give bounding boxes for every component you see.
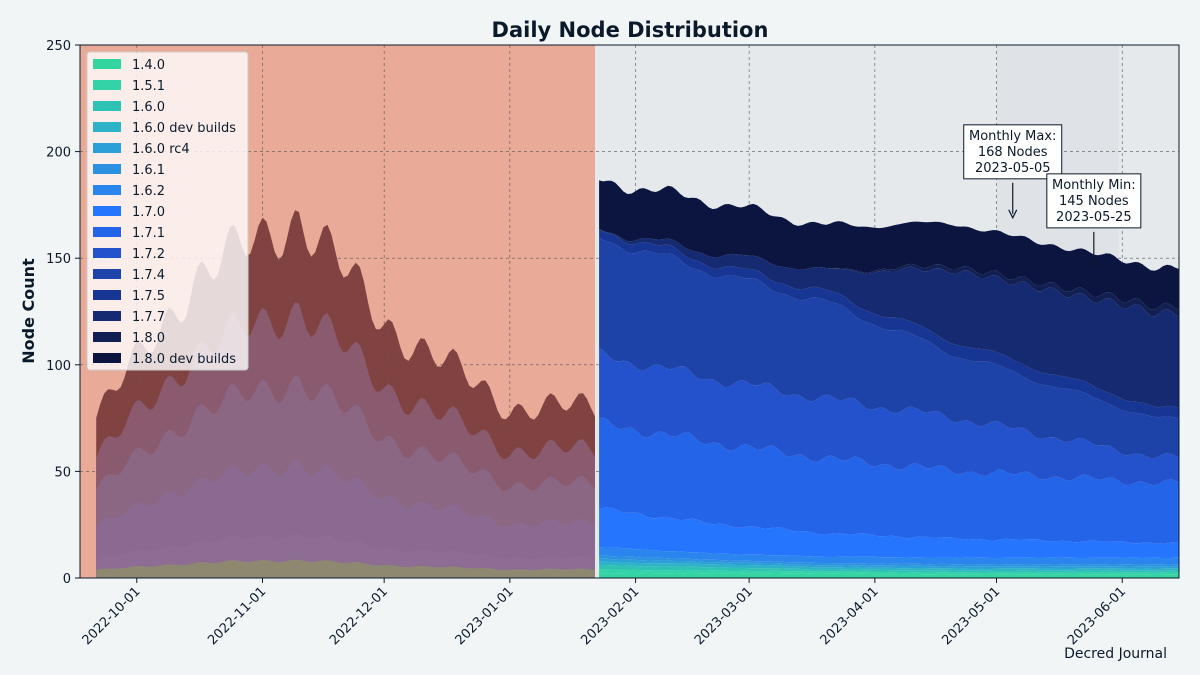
x-tick-label: 2023-02-01 xyxy=(578,584,642,648)
y-tick-label: 100 xyxy=(46,359,71,374)
annotation-arrow-head xyxy=(1089,258,1099,269)
area-series-1-6-2 xyxy=(599,547,1179,565)
x-tick-label: 2023-06-01 xyxy=(1065,584,1129,648)
annotation-arrow-head xyxy=(1008,209,1018,220)
area-series-1-5-1 xyxy=(599,569,1179,575)
x-tick-label: 2023-05-01 xyxy=(939,584,1003,648)
annotation-text: 145 Nodes xyxy=(1059,194,1129,209)
legend-label: 1.6.0 rc4 xyxy=(132,142,190,157)
annotation-text: Monthly Max: xyxy=(969,129,1056,144)
area-series-1-7-0 xyxy=(599,507,1179,558)
legend-label: 1.8.0 dev builds xyxy=(132,352,236,367)
area-series-1-8-0-dev-builds xyxy=(599,180,1179,310)
legend-label: 1.6.0 xyxy=(132,100,165,115)
chart-title: Daily Node Distribution xyxy=(492,18,769,42)
legend-swatch xyxy=(93,101,121,111)
y-tick-label: 50 xyxy=(54,465,71,480)
legend-swatch xyxy=(93,353,121,363)
area-series-1-6-0-dev-builds xyxy=(599,561,1179,571)
y-tick-label: 200 xyxy=(46,146,71,161)
legend-label: 1.8.0 xyxy=(132,331,165,346)
y-tick-label: 250 xyxy=(46,39,71,54)
legend-swatch xyxy=(93,185,121,195)
pre-period-area xyxy=(96,559,595,578)
legend-label: 1.6.1 xyxy=(132,163,165,178)
legend-swatch xyxy=(93,269,121,279)
legend-swatch xyxy=(93,290,121,300)
y-tick-label: 0 xyxy=(63,572,71,587)
area-series-1-4-0 xyxy=(599,573,1179,578)
x-tick-label: 2023-01-01 xyxy=(453,584,517,648)
x-tick-label: 2023-03-01 xyxy=(692,584,756,648)
annotation-text: 2023-05-25 xyxy=(1056,210,1132,225)
legend-swatch xyxy=(93,164,121,174)
annotation-text: Monthly Min: xyxy=(1052,178,1136,193)
legend-swatch xyxy=(93,332,121,342)
legend-label: 1.5.1 xyxy=(132,79,165,94)
area-series-1-7-5 xyxy=(599,229,1179,419)
y-tick-label: 150 xyxy=(46,252,71,267)
legend-label: 1.7.2 xyxy=(132,247,165,262)
annotation-box xyxy=(963,124,1063,180)
area-series-1-7-7 xyxy=(599,229,1179,409)
legend-label: 1.7.1 xyxy=(132,226,165,241)
legend-label: 1.7.7 xyxy=(132,310,165,325)
legend-label: 1.7.0 xyxy=(132,205,165,220)
legend-label: 1.7.5 xyxy=(132,289,165,304)
legend-swatch xyxy=(93,206,121,216)
area-series-1-7-2 xyxy=(599,348,1179,486)
legend-swatch xyxy=(93,248,121,258)
area-series-1-7-4 xyxy=(599,237,1179,459)
legend-swatch xyxy=(93,59,121,69)
x-tick-label: 2022-11-01 xyxy=(205,584,269,648)
legend-swatch xyxy=(93,311,121,321)
annotation-box xyxy=(1046,173,1142,229)
watermark: Decred Journal xyxy=(1064,646,1167,662)
legend-swatch xyxy=(93,80,121,90)
area-series-1-6-1 xyxy=(599,555,1179,567)
area-series-1-7-1 xyxy=(599,417,1179,544)
annotation-text: 2023-05-05 xyxy=(975,161,1051,176)
legend-label: 1.6.0 dev builds xyxy=(132,121,236,136)
legend-swatch xyxy=(93,122,121,132)
area-series-1-6-0 xyxy=(599,564,1179,573)
legend-label: 1.6.2 xyxy=(132,184,165,199)
area-series-1-6-0-rc4 xyxy=(599,558,1179,569)
y-axis-label: Node Count xyxy=(19,258,38,364)
x-tick-label: 2023-04-01 xyxy=(818,584,882,648)
plot-frame xyxy=(79,44,1180,579)
legend-swatch xyxy=(93,143,121,153)
legend-label: 1.7.4 xyxy=(132,268,165,283)
x-tick-label: 2022-10-01 xyxy=(80,584,144,648)
legend-box xyxy=(86,51,249,371)
x-tick-label: 2022-12-01 xyxy=(327,584,391,648)
legend-swatch xyxy=(93,227,121,237)
legend-label: 1.4.0 xyxy=(132,58,165,73)
annotation-text: 168 Nodes xyxy=(978,145,1048,160)
